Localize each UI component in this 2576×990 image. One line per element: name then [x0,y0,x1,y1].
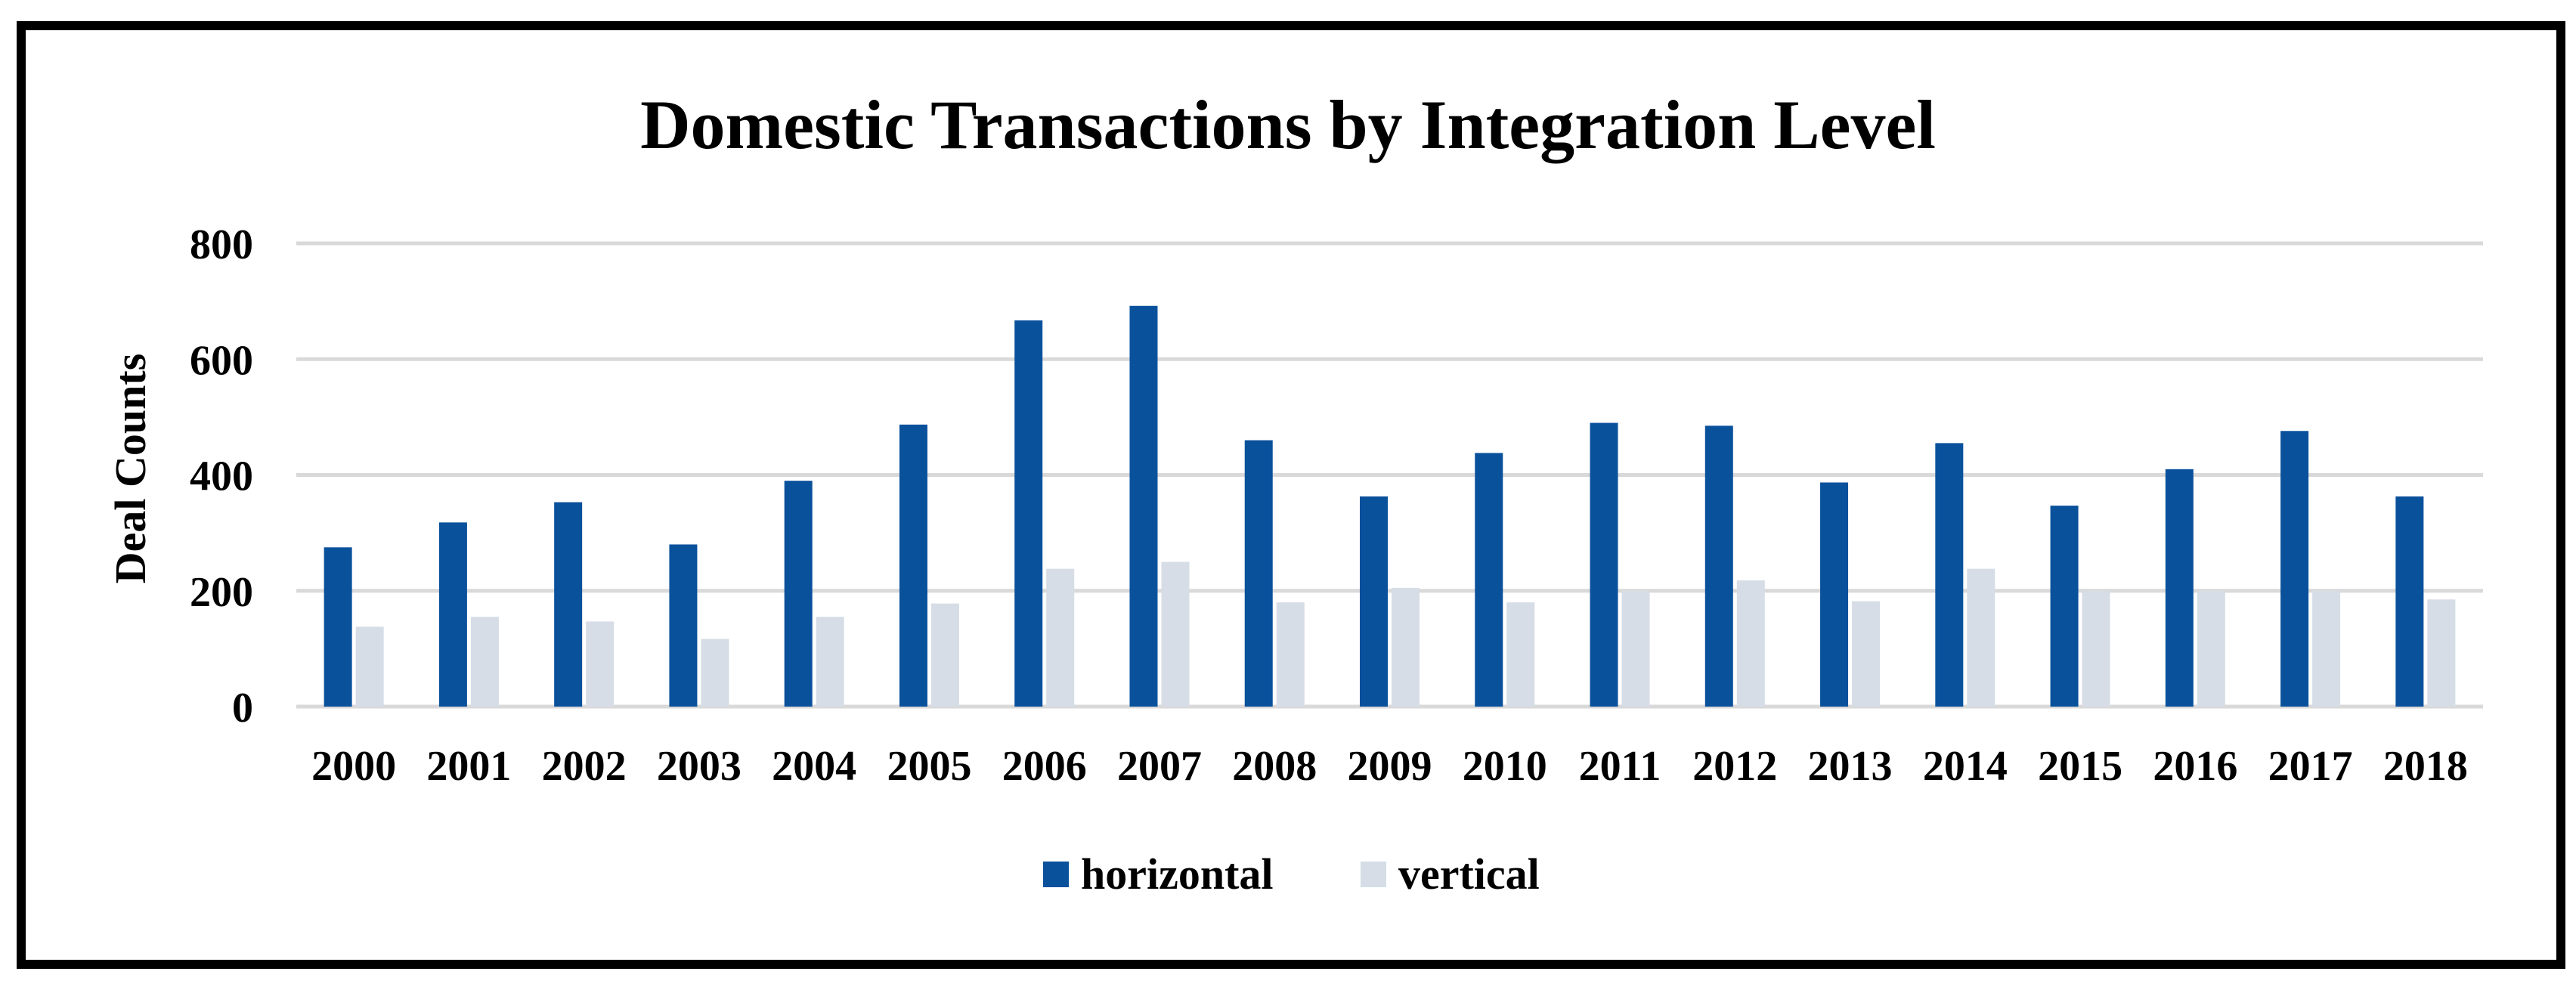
bar-horizontal-2016 [2165,469,2194,707]
x-tick-label: 2013 [1808,743,1893,790]
x-tick-label: 2006 [1002,743,1087,790]
legend-swatch-horizontal [1043,862,1069,887]
y-tick-label: 600 [190,337,253,384]
y-axis-label: Deal Counts [106,354,155,584]
x-tick-label: 2010 [1463,743,1547,790]
bar-vertical-2014 [1967,568,1995,707]
bar-horizontal-2002 [554,502,583,707]
x-tick-label: 2009 [1348,743,1432,790]
bars [324,305,2456,707]
y-tick-labels: 0 200 400 600 800 [190,221,253,732]
x-tick-label: 2005 [887,743,971,790]
bar-vertical-2006 [1046,568,1075,707]
bar-horizontal-2015 [2050,506,2079,707]
bar-horizontal-2011 [1590,422,1618,707]
x-tick-label: 2000 [311,743,396,790]
bar-horizontal-2001 [438,522,467,707]
chart-frame [17,21,2565,969]
grid-lines [296,241,2483,709]
bar-horizontal-2009 [1360,496,1388,707]
bar-horizontal-2008 [1244,440,1273,707]
legend-label-horizontal: horizontal [1081,849,1274,899]
x-tick-label: 2016 [2153,743,2237,790]
bar-vertical-2011 [1621,590,1650,707]
bar-horizontal-2018 [2395,496,2424,707]
bar-vertical-2005 [930,603,959,707]
y-tick-label: 200 [190,569,253,616]
x-tick-label: 2015 [2038,743,2122,790]
y-tick-label: 800 [190,221,253,268]
legend: horizontal vertical [1043,849,1540,899]
bar-vertical-2010 [1506,602,1535,707]
bar-vertical-2017 [2312,590,2341,707]
bar-vertical-2008 [1276,602,1305,707]
bar-vertical-2003 [701,639,729,707]
bar-horizontal-2012 [1704,425,1733,707]
x-tick-labels: 2000 2001 2002 2003 2004 2005 2006 2007 2008 2009… [311,743,2468,790]
bar-horizontal-2004 [784,481,813,707]
x-tick-label: 2017 [2268,743,2353,790]
x-tick-label: 2003 [657,743,742,790]
bar-vertical-2001 [470,617,499,707]
x-tick-label: 2004 [772,743,856,790]
bar-horizontal-2000 [324,547,352,707]
bar-horizontal-2005 [899,424,927,707]
x-tick-label: 2008 [1232,743,1317,790]
bar-vertical-2002 [586,621,615,707]
bar-vertical-2004 [816,617,844,707]
bar-horizontal-2007 [1129,305,1158,707]
bar-vertical-2015 [2082,590,2110,707]
bar-horizontal-2003 [669,544,698,707]
x-tick-label: 2001 [426,743,511,790]
bar-horizontal-2014 [1935,443,1964,707]
bar-vertical-2013 [1852,601,1881,707]
x-tick-label: 2007 [1117,743,1202,790]
bar-horizontal-2006 [1014,320,1043,707]
bar-vertical-2009 [1392,587,1420,707]
bar-horizontal-2017 [2280,431,2309,707]
bar-vertical-2016 [2197,590,2225,707]
bar-horizontal-2013 [1820,482,1849,707]
legend-swatch-vertical [1361,862,1386,887]
bar-vertical-2007 [1161,562,1190,707]
bar-vertical-2000 [355,626,384,707]
x-tick-label: 2012 [1692,743,1777,790]
bar-vertical-2018 [2427,599,2456,707]
x-tick-label: 2018 [2383,743,2468,790]
bar-vertical-2012 [1736,580,1765,707]
y-tick-label: 0 [232,685,253,732]
bar-horizontal-2010 [1475,453,1503,707]
x-tick-label: 2011 [1579,743,1661,790]
x-tick-label: 2002 [542,743,627,790]
chart-title: Domestic Transactions by Integration Lev… [640,86,1936,163]
legend-label-vertical: vertical [1398,849,1540,899]
x-tick-label: 2014 [1923,743,2008,790]
y-tick-label: 400 [190,453,253,500]
